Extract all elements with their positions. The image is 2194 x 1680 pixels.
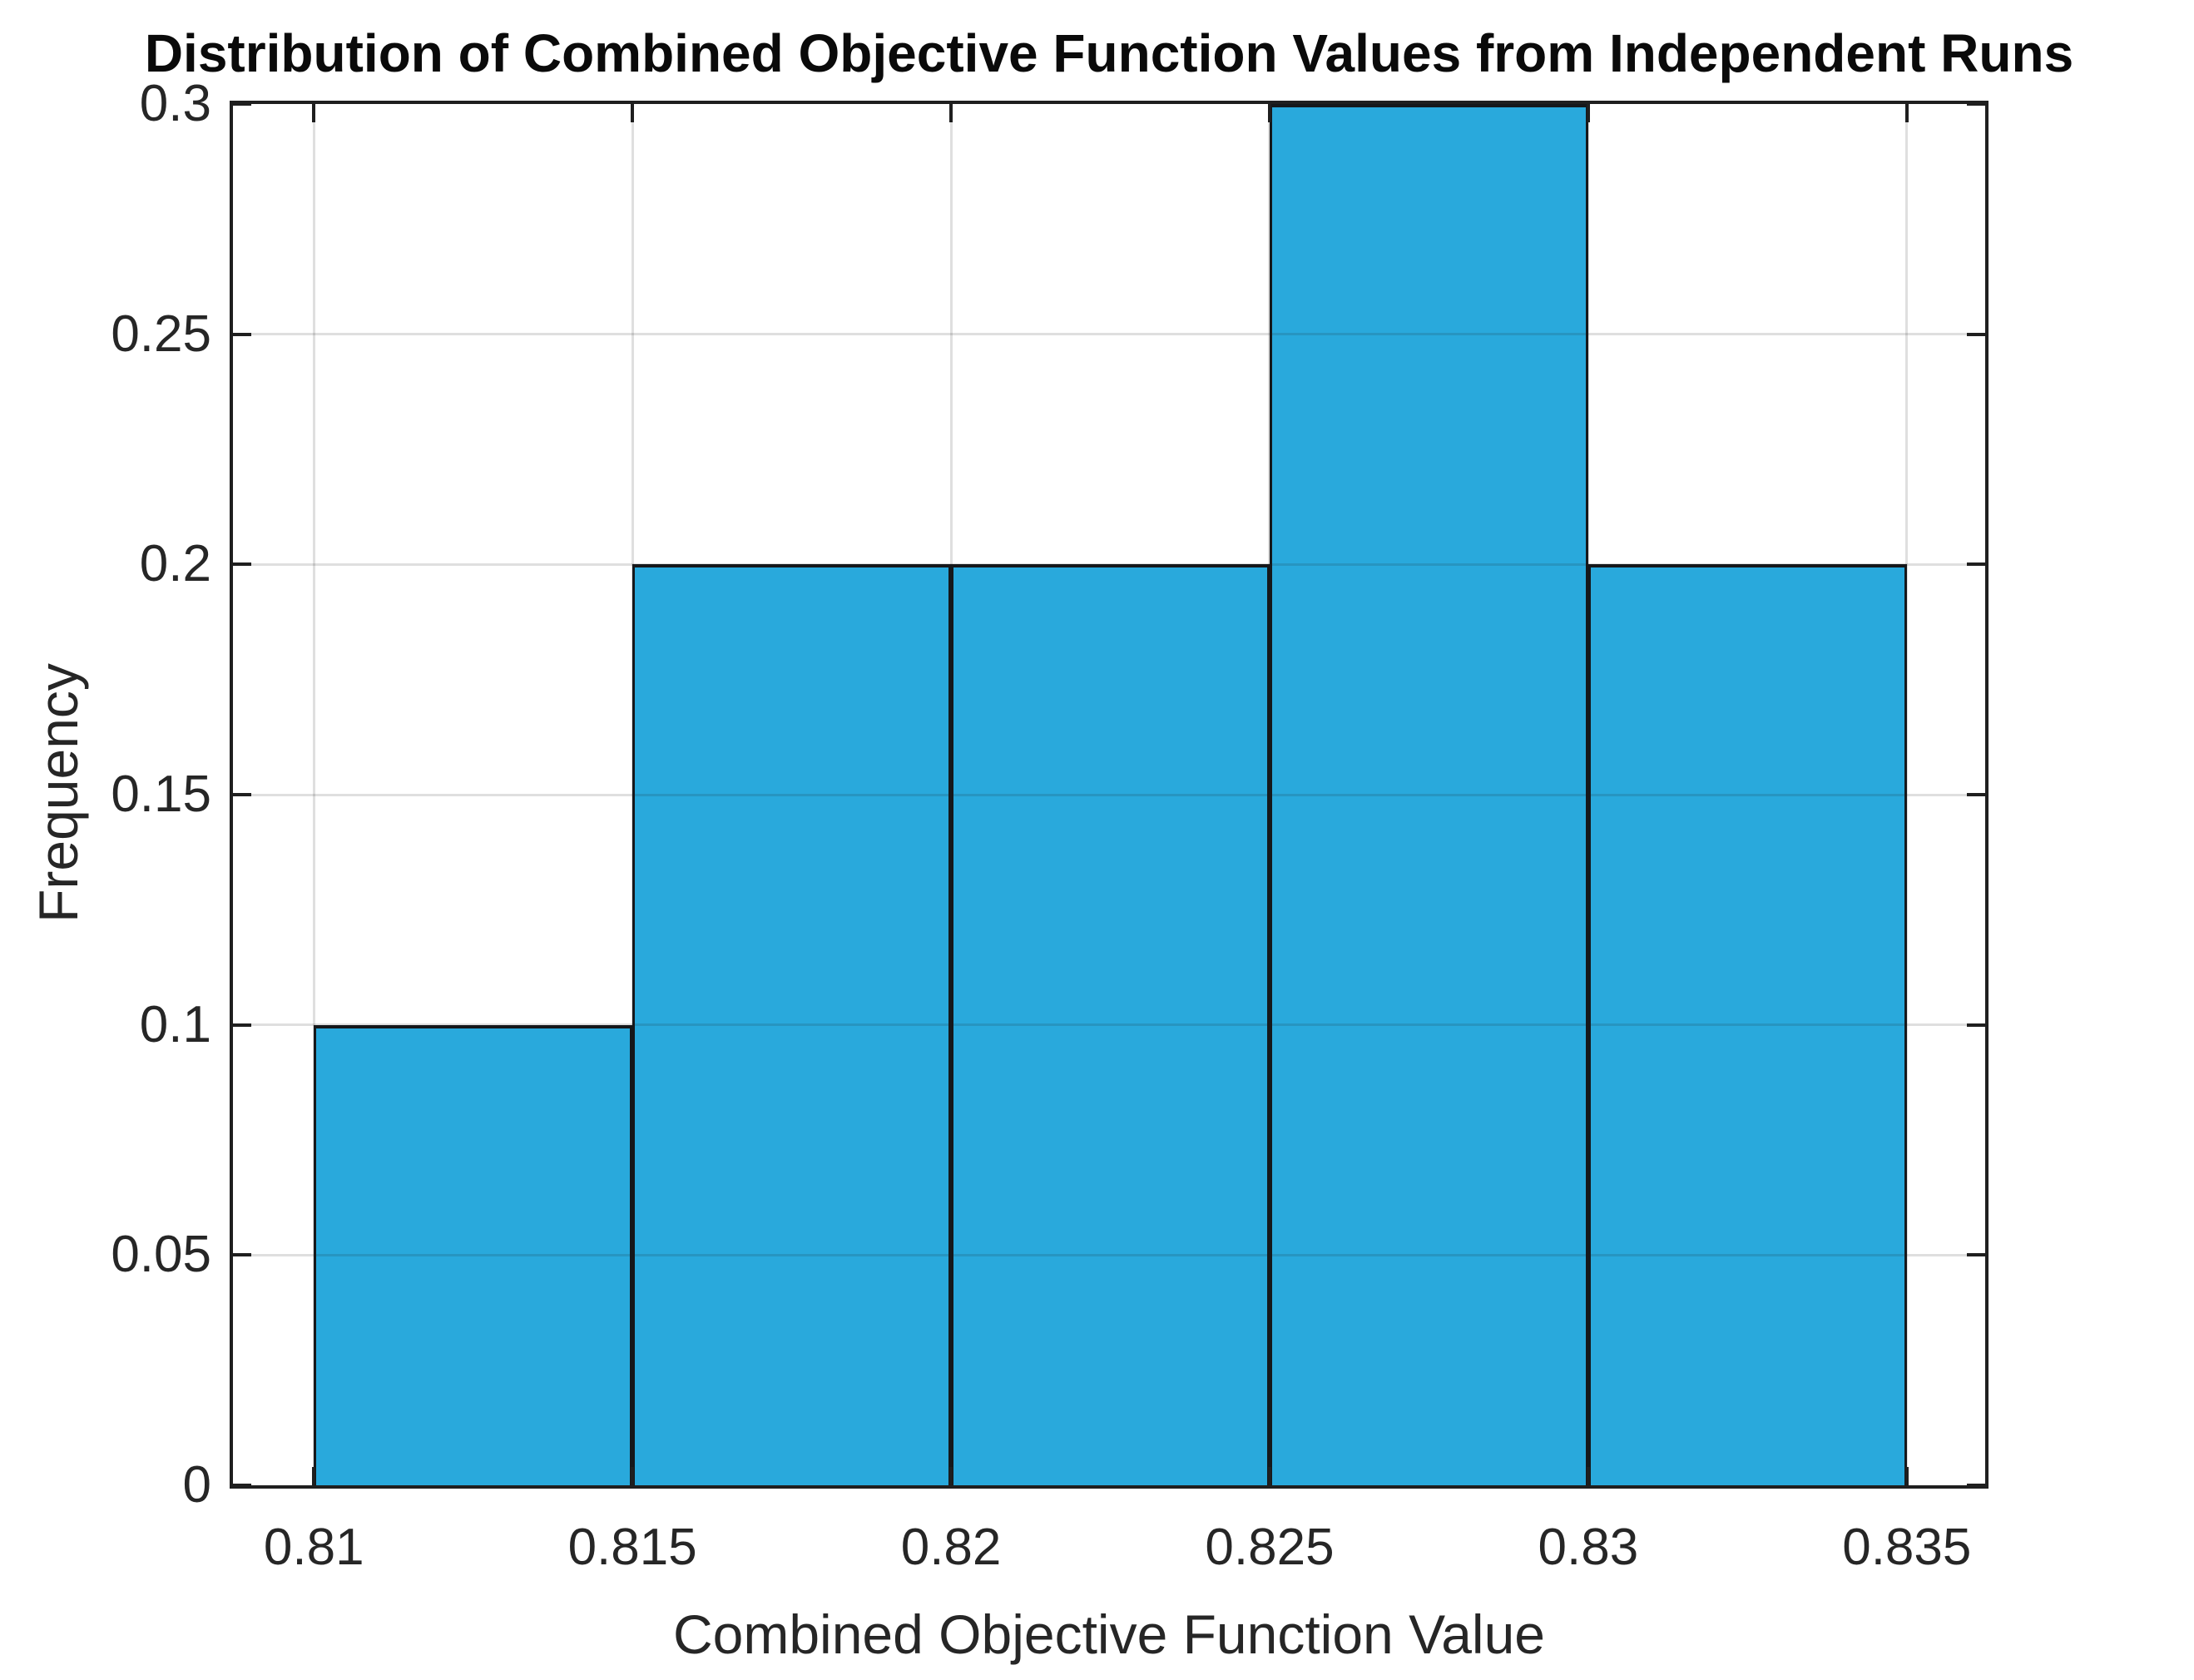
tick-mark-bottom <box>312 1467 316 1485</box>
tick-mark-top <box>1267 104 1271 122</box>
y-axis-tick-label: 0.2 <box>139 535 211 593</box>
tick-mark-left <box>233 1484 251 1487</box>
h-gridline <box>233 333 1985 336</box>
plot-area <box>230 101 1988 1489</box>
x-axis-title: Combined Objective Function Value <box>672 1603 1545 1665</box>
tick-mark-left <box>233 1023 251 1027</box>
x-axis-tick-label: 0.83 <box>1538 1519 1639 1576</box>
tick-mark-top <box>1586 104 1590 122</box>
v-gridline <box>631 104 634 1485</box>
tick-mark-left <box>233 562 251 567</box>
tick-mark-right <box>1967 102 1985 106</box>
v-gridline <box>1587 104 1590 1485</box>
tick-mark-right <box>1967 1484 1985 1487</box>
histogram-bar <box>951 564 1270 1485</box>
tick-mark-bottom <box>631 1467 635 1485</box>
y-axis-tick-label: 0 <box>182 1456 211 1514</box>
tick-mark-top <box>1904 104 1909 122</box>
histogram-bar <box>632 564 952 1485</box>
y-axis-tick-label: 0.3 <box>139 75 211 132</box>
tick-mark-top <box>949 104 953 122</box>
tick-mark-right <box>1967 1253 1985 1257</box>
x-axis-tick-label: 0.815 <box>567 1519 697 1576</box>
x-axis-tick-label: 0.835 <box>1842 1519 1972 1576</box>
x-axis-tick-label: 0.82 <box>900 1519 1002 1576</box>
tick-mark-bottom <box>949 1467 953 1485</box>
tick-mark-left <box>233 332 251 336</box>
tick-mark-right <box>1967 562 1985 567</box>
tick-mark-bottom <box>1586 1467 1590 1485</box>
chart-title: Distribution of Combined Objective Funct… <box>144 23 2074 83</box>
tick-mark-right <box>1967 332 1985 336</box>
h-gridline <box>233 793 1985 796</box>
v-gridline <box>1268 104 1271 1485</box>
tick-mark-top <box>631 104 635 122</box>
histogram-bar <box>1587 564 1907 1485</box>
h-gridline <box>233 1253 1985 1256</box>
y-axis-tick-label: 0.15 <box>111 766 211 823</box>
histogram-bar <box>1269 104 1588 1485</box>
histogram-bar <box>314 1024 633 1485</box>
tick-mark-right <box>1967 793 1985 796</box>
tick-mark-left <box>233 793 251 796</box>
v-gridline <box>1905 104 1909 1485</box>
y-axis-tick-label: 0.05 <box>111 1226 211 1284</box>
tick-mark-right <box>1967 1023 1985 1027</box>
tick-mark-top <box>312 104 316 122</box>
tick-mark-bottom <box>1904 1467 1909 1485</box>
y-axis-tick-label: 0.1 <box>139 995 211 1053</box>
x-axis-tick-label: 0.81 <box>263 1519 364 1576</box>
h-gridline <box>233 1023 1985 1027</box>
v-gridline <box>312 104 315 1485</box>
tick-mark-bottom <box>1267 1467 1271 1485</box>
h-gridline <box>233 562 1985 566</box>
x-axis-tick-label: 0.825 <box>1205 1519 1335 1576</box>
v-gridline <box>949 104 953 1485</box>
y-axis-tick-label: 0.25 <box>111 305 211 363</box>
tick-mark-left <box>233 1253 251 1257</box>
tick-mark-left <box>233 102 251 106</box>
